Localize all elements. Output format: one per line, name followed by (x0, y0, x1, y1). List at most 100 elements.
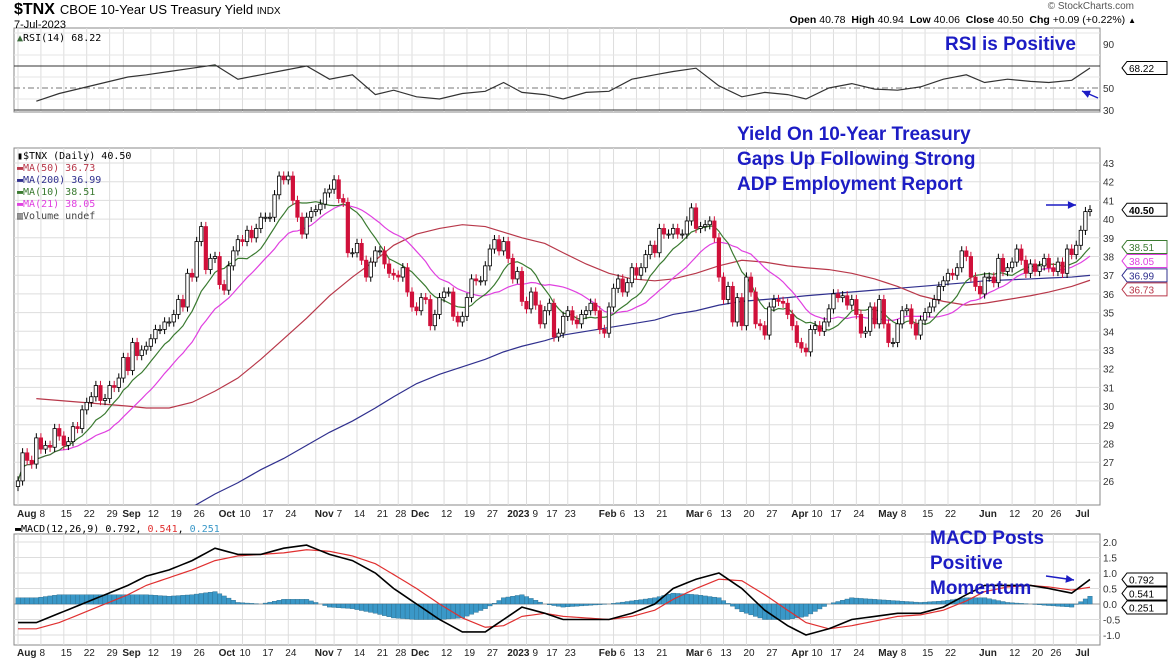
ma50-line (36, 224, 1091, 409)
chart-date: 7-Jul-2023 (14, 19, 66, 31)
candle-body (1060, 261, 1065, 274)
candle-body (180, 299, 186, 308)
candle-body (474, 278, 479, 282)
macd-histogram-bar (817, 603, 823, 610)
annotation-macd: MACD Posts Positive Momentum (930, 526, 1044, 601)
candle-body (217, 256, 222, 285)
x-axis-label: 24 (853, 648, 865, 659)
candle-body (212, 256, 218, 259)
candle-body (964, 250, 969, 257)
x-axis-label: 2023 (507, 509, 530, 520)
x-axis-label: 15 (61, 509, 73, 520)
candle-body (753, 291, 758, 325)
candle-body (157, 329, 163, 331)
macd-histogram-bar (592, 603, 598, 606)
macd-histogram-bar (711, 596, 717, 605)
candle-body (721, 276, 726, 300)
price-axis-label: 42 (1103, 178, 1115, 189)
macd-histogram-bar (70, 594, 76, 605)
macd-histogram-bar (922, 601, 928, 605)
candle-body (327, 188, 332, 194)
x-axis-label: 12 (441, 509, 453, 520)
price-legend-title: ▮$TNX (Daily) 40.50 (17, 151, 131, 163)
macd-histogram-bar (583, 603, 589, 606)
candle-body (199, 226, 204, 242)
candle-body (350, 252, 355, 255)
candle-body (501, 241, 506, 252)
macd-histogram-bar (61, 594, 67, 605)
macd-histogram-bar (885, 600, 891, 605)
candle-body (840, 295, 845, 299)
candle-body (675, 228, 680, 235)
candle-body (547, 302, 552, 312)
macd-histogram-bar (290, 599, 296, 605)
candle-body (991, 276, 996, 284)
macd-histogram-bar (152, 595, 158, 605)
x-axis-label: 10 (239, 648, 251, 659)
candle-body (758, 323, 763, 327)
x-axis-label: 19 (464, 648, 476, 659)
macd-histogram-bar (858, 598, 864, 605)
candle-body (1046, 257, 1051, 269)
candle-body (405, 267, 410, 293)
candle-body (652, 244, 657, 254)
price-last-value-tag: 36.99 (1129, 271, 1154, 282)
macd-histogram-bar (927, 601, 933, 605)
price-axis-label: 28 (1103, 440, 1115, 451)
x-axis-label: 8 (901, 648, 907, 659)
macd-histogram-bar (487, 603, 493, 607)
candle-body (354, 243, 360, 254)
macd-histogram-bar (844, 598, 850, 605)
candle-body (396, 274, 401, 278)
macd-histogram-bar (940, 600, 946, 605)
candle-body (945, 272, 951, 282)
macd-histogram-bar (38, 596, 44, 605)
candle-body (167, 321, 172, 324)
macd-histogram-bar (721, 600, 727, 605)
candle-body (831, 293, 836, 310)
annotation-price: Yield On 10-Year Treasury Gaps Up Follow… (737, 122, 976, 197)
candle-body (61, 435, 66, 446)
legend-ma50-text: MA(50) 36.73 (23, 163, 96, 174)
candle-body (996, 257, 1001, 284)
security-name: CBOE 10-Year US Treasury Yield INDX (60, 1, 281, 21)
x-axis-label: 24 (285, 648, 297, 659)
macd-histogram-bar (349, 603, 355, 609)
macd-histogram-bar (239, 602, 245, 605)
candle-body (849, 299, 854, 306)
candle-body (593, 302, 598, 312)
candle-body (226, 265, 231, 291)
candle-body (748, 276, 754, 293)
price-axis-label: 29 (1103, 421, 1115, 432)
x-axis-label: Feb (599, 509, 617, 520)
macd-histogram-bar (404, 603, 410, 620)
macd-histogram-bar (830, 602, 836, 605)
macd-histogram-bar (899, 601, 905, 605)
macd-histogram-bar (789, 603, 795, 619)
candle-body (222, 284, 227, 291)
candle-body (235, 239, 240, 252)
close-value: 40.50 (997, 14, 1024, 26)
x-axis-label: 27 (766, 648, 778, 659)
macd-histogram-bar (409, 603, 415, 620)
candle-body (93, 385, 98, 398)
candle-body (506, 241, 511, 259)
macd-histogram-bar (125, 594, 131, 605)
candle-body (977, 286, 983, 295)
x-axis-label: 10 (811, 509, 823, 520)
legend-ma21: ▬MA(21) 38.05 (17, 199, 96, 210)
macd-histogram-bar (281, 599, 287, 605)
candle-body (684, 220, 689, 235)
price-axis-label: 35 (1103, 309, 1115, 320)
macd-histogram-bar (931, 601, 937, 605)
candle-body (913, 323, 919, 336)
candle-body (208, 257, 213, 270)
candle-body (817, 325, 822, 332)
macd-histogram-bar (1037, 603, 1043, 605)
macd-histogram-bar (1050, 603, 1056, 607)
candle-body (528, 291, 534, 310)
price-axis-label: 36 (1103, 290, 1115, 301)
candle-body (1069, 248, 1074, 256)
macd-histogram-bar (189, 594, 195, 605)
ohlc-readout: Open 40.78 High 40.94 Low 40.06 Close 40… (789, 14, 1136, 27)
